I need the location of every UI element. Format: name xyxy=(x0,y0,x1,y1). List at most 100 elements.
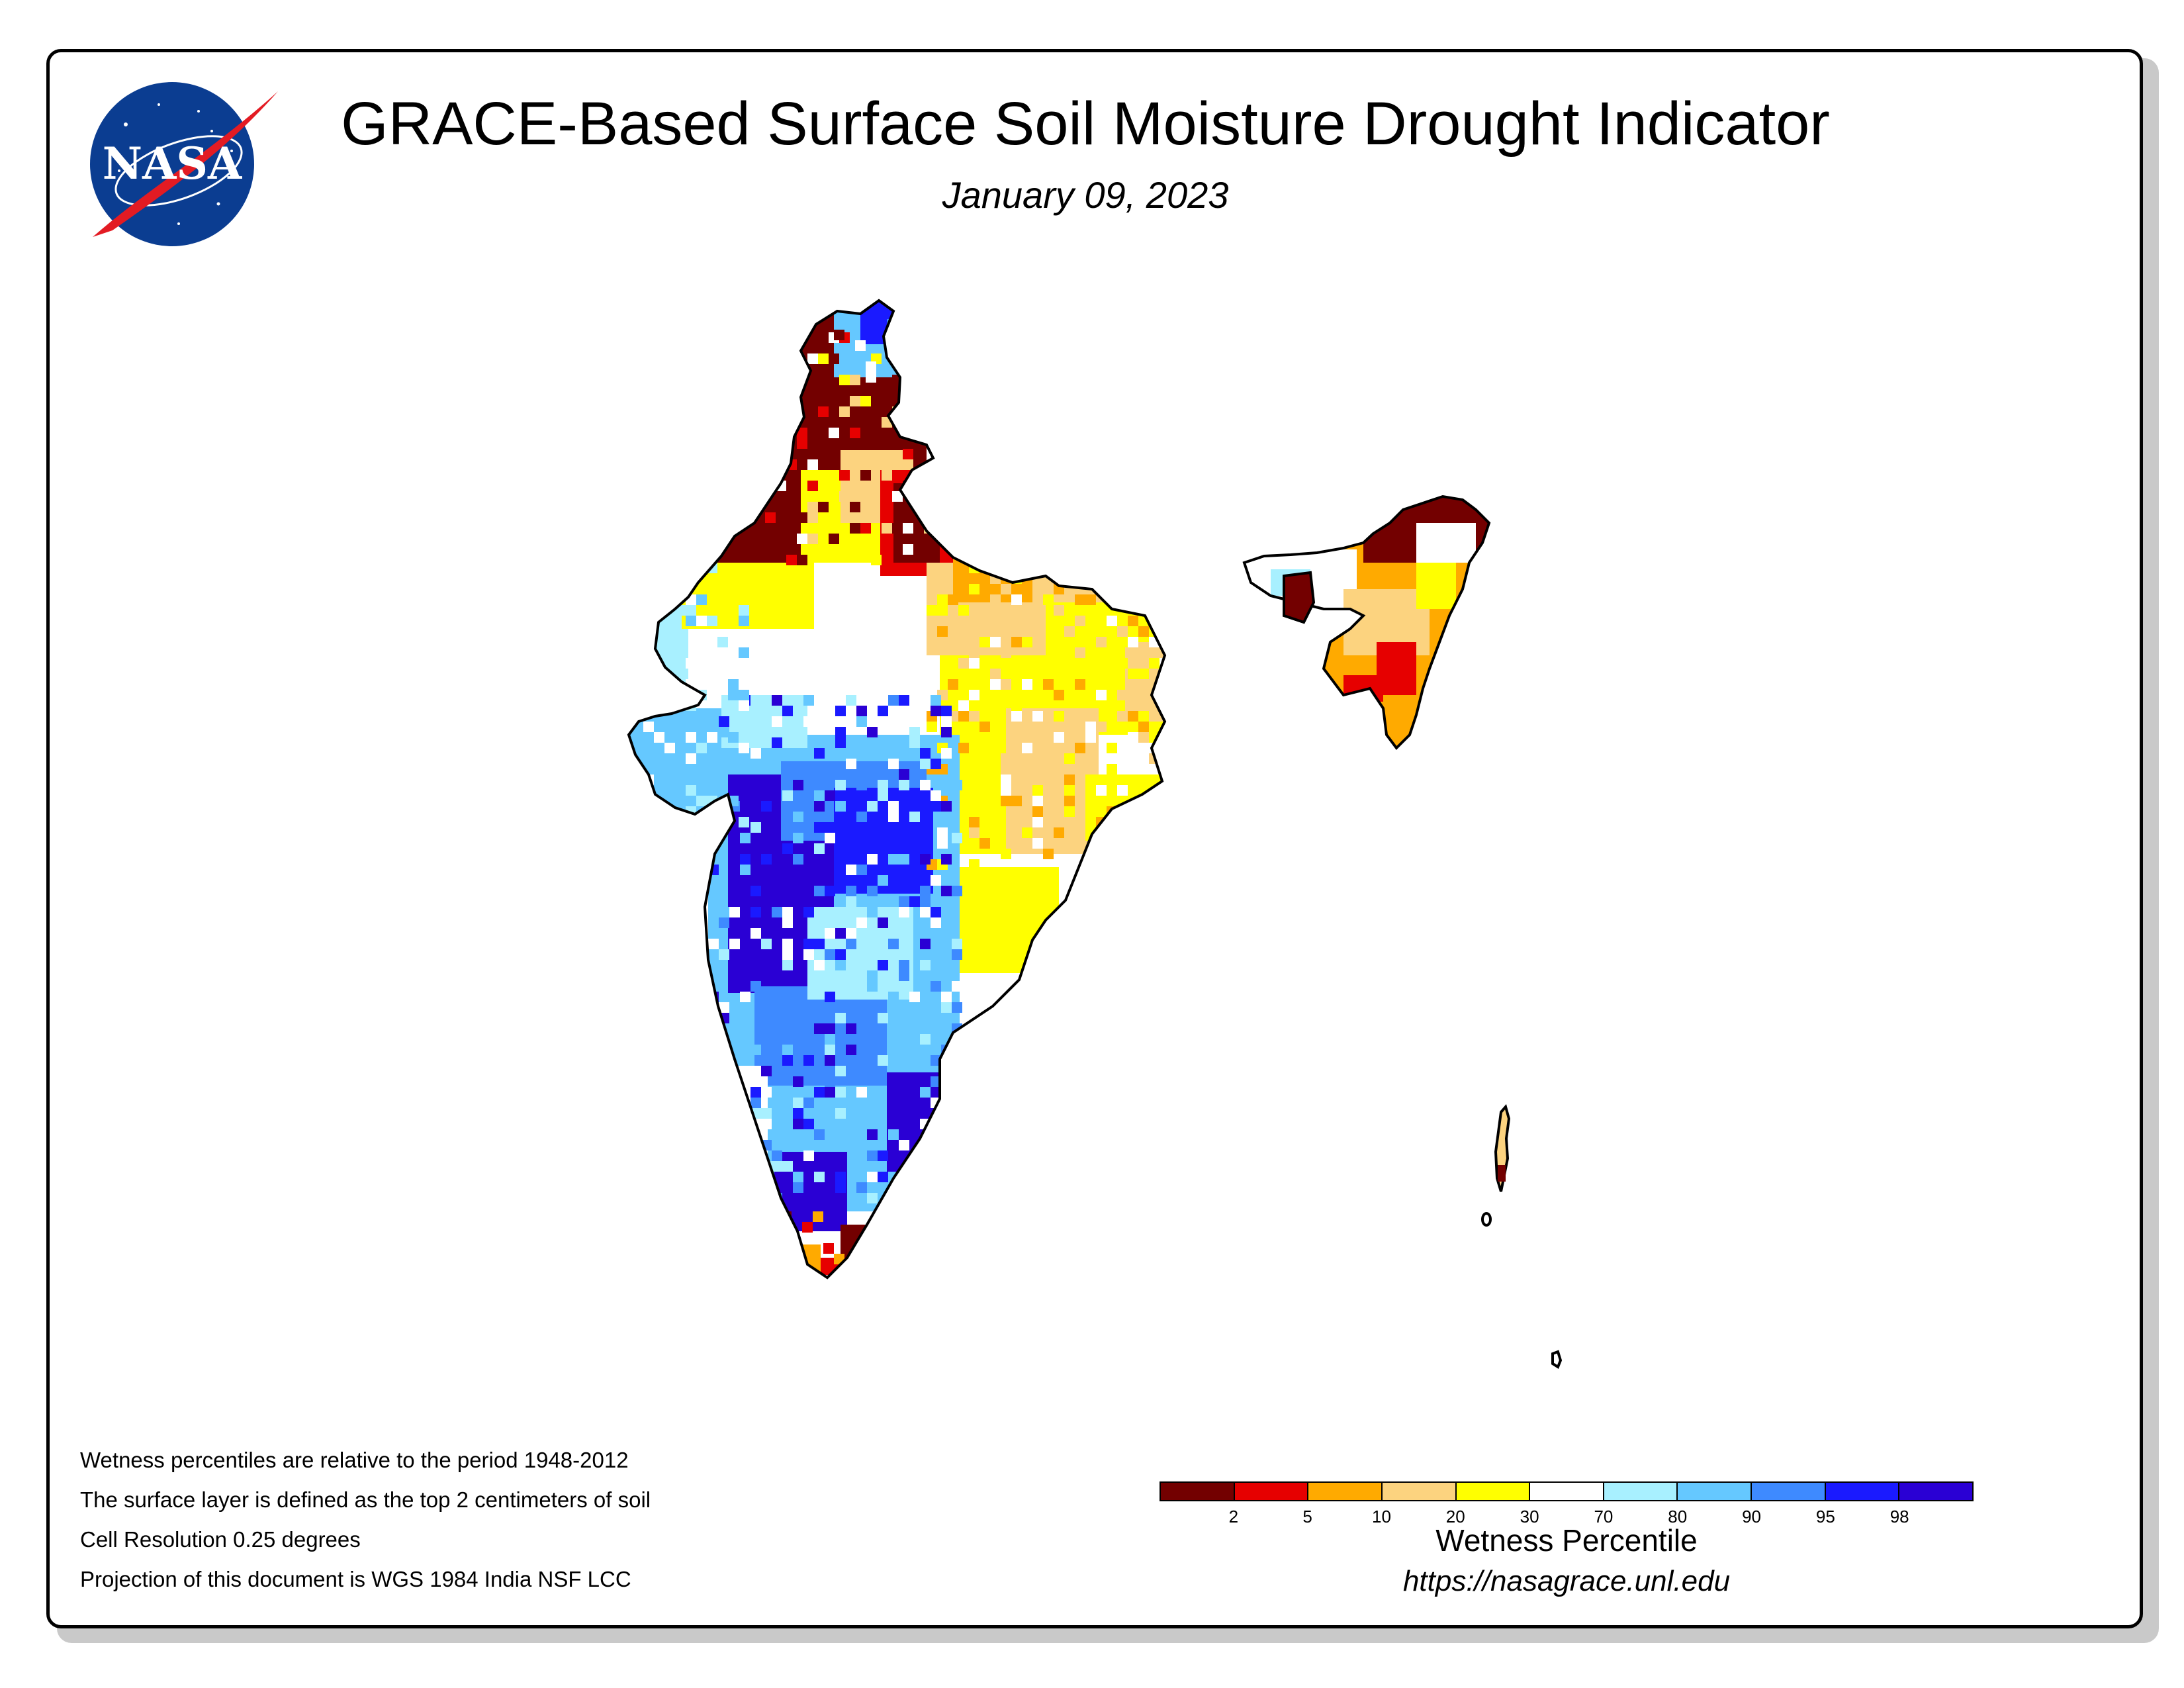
grid-cell xyxy=(878,1013,888,1023)
grid-cell xyxy=(1149,859,1160,870)
grid-cell xyxy=(825,1034,835,1045)
grid-cell xyxy=(751,1140,761,1150)
grid-cell xyxy=(686,616,696,626)
grid-cell xyxy=(793,1172,803,1182)
grid-cell xyxy=(969,817,979,827)
grid-cell xyxy=(1043,679,1054,690)
grid-cell xyxy=(855,340,866,351)
grid-cell xyxy=(1054,764,1064,774)
grid-cell xyxy=(1107,616,1117,626)
grid-cell xyxy=(1107,658,1117,669)
grid-cell xyxy=(920,960,931,970)
grid-cell xyxy=(1032,796,1043,806)
grid-cell xyxy=(751,748,761,759)
grid-cell xyxy=(675,690,686,700)
grid-cell xyxy=(754,385,765,396)
grid-cell xyxy=(878,706,888,716)
grid-cell xyxy=(1064,626,1075,637)
grid-cell xyxy=(761,939,772,949)
grid-cell xyxy=(924,396,934,406)
grid-cell xyxy=(856,716,867,727)
grid-cell xyxy=(1011,616,1022,626)
grid-cell xyxy=(814,960,825,970)
grid-cell xyxy=(867,1140,878,1150)
grid-cell xyxy=(941,716,952,727)
grid-cell xyxy=(834,1296,844,1307)
grid-cell xyxy=(1117,658,1128,669)
grid-cell xyxy=(1064,774,1075,785)
grid-cell xyxy=(850,396,860,406)
grid-cell xyxy=(707,690,717,700)
grid-cell xyxy=(937,838,948,849)
grid-cell xyxy=(867,907,878,917)
grid-cell xyxy=(888,1129,899,1140)
grid-cell xyxy=(920,854,931,865)
grid-cell xyxy=(979,637,990,647)
grid-cell xyxy=(786,364,797,375)
grid-cell xyxy=(825,833,835,843)
grid-cell xyxy=(888,854,899,865)
grid-cell xyxy=(867,727,878,737)
grid-cell xyxy=(867,981,878,992)
grid-cell xyxy=(829,428,839,438)
grid-cell xyxy=(740,833,751,843)
grid-cell xyxy=(765,512,776,523)
grid-cell xyxy=(1085,594,1096,605)
grid-cell xyxy=(1085,722,1096,732)
grid-cell xyxy=(729,907,740,917)
grid-cell xyxy=(754,311,765,322)
grid-cell xyxy=(1001,647,1011,658)
grid-cell xyxy=(990,594,1001,605)
grid-cell xyxy=(856,1066,867,1076)
grid-cell xyxy=(1117,637,1128,647)
grid-cell xyxy=(952,1055,962,1066)
grid-cell xyxy=(664,573,675,584)
grid-cell xyxy=(990,637,1001,647)
grid-cell xyxy=(920,896,931,907)
grid-cell xyxy=(1107,764,1117,774)
grid-cell xyxy=(919,351,929,361)
grid-cell xyxy=(855,1286,866,1296)
grid-cell xyxy=(740,1140,751,1150)
grid-cell xyxy=(958,711,969,722)
grid-cell xyxy=(807,481,818,491)
grid-cell xyxy=(1138,796,1149,806)
grid-cell xyxy=(814,822,825,833)
grid-cell xyxy=(1001,563,1011,573)
grid-cell xyxy=(1075,647,1085,658)
grid-cell xyxy=(643,690,654,700)
grid-cell xyxy=(1160,806,1165,817)
legend-swatch xyxy=(1825,1483,1900,1500)
grid-cell xyxy=(818,406,829,417)
grid-cell xyxy=(807,512,818,523)
grid-cell xyxy=(633,817,643,827)
grid-cell xyxy=(941,854,952,865)
grid-cell xyxy=(1054,605,1064,616)
grid-cell xyxy=(643,616,654,626)
source-url[interactable]: https://nasagrace.unl.edu xyxy=(1402,1565,1731,1597)
grid-cell xyxy=(920,939,931,949)
grid-cell xyxy=(1043,594,1054,605)
grid-cell xyxy=(888,992,899,1002)
grid-cell xyxy=(927,605,937,616)
map-date: January 09, 2023 xyxy=(942,174,1229,216)
grid-cell xyxy=(908,1211,919,1222)
grid-cell xyxy=(751,1193,761,1203)
grid-cell xyxy=(908,308,919,319)
legend-tick-label: 95 xyxy=(1815,1507,1835,1526)
grid-cell xyxy=(686,785,696,796)
grid-cell xyxy=(1075,806,1085,817)
grid-cell xyxy=(818,353,829,364)
grid-cell xyxy=(878,960,888,970)
grid-cell xyxy=(1170,774,1181,785)
grid-cell xyxy=(1064,785,1075,796)
grid-cell xyxy=(919,1264,929,1275)
grid-cell xyxy=(952,1002,962,1013)
grid-cell xyxy=(629,806,633,817)
grid-cell xyxy=(899,960,909,970)
grid-cell xyxy=(969,711,979,722)
grid-cell xyxy=(1160,732,1165,743)
grid-cell xyxy=(850,375,860,385)
grid-cell xyxy=(878,790,888,801)
grid-cell xyxy=(1001,679,1011,690)
